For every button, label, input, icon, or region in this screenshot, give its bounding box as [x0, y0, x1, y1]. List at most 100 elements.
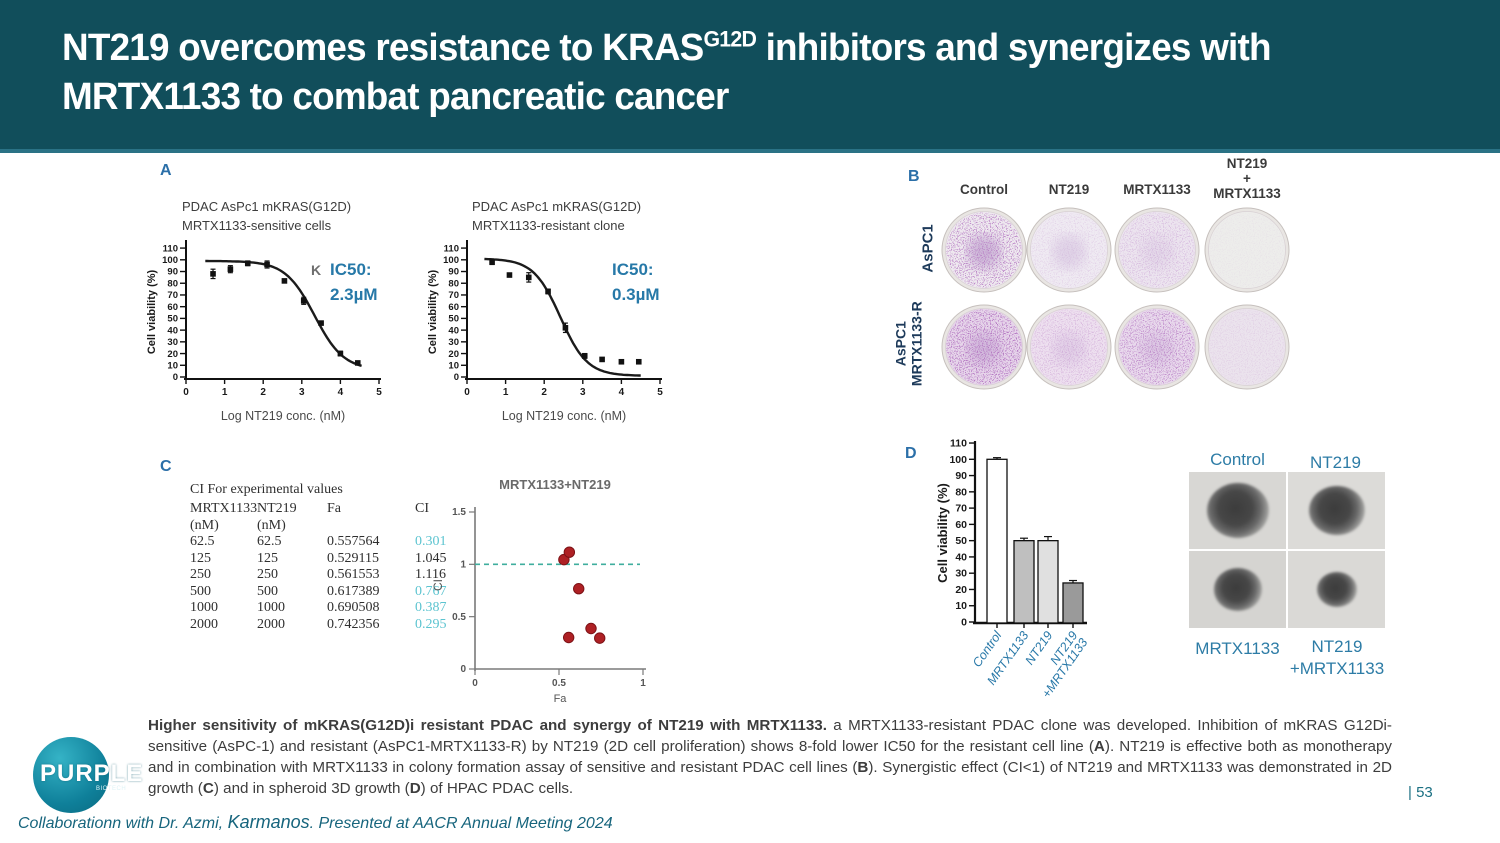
spheroid-blob — [1316, 571, 1357, 608]
svg-text:2: 2 — [541, 387, 547, 398]
svg-text:40: 40 — [448, 325, 459, 336]
dose-chart1-title: PDAC AsPc1 mKRAS(G12D) MRTX1133-sensitive… — [182, 199, 352, 233]
panel-c-label: C — [160, 458, 172, 475]
ci-table-header: MRTX1133 NT219 Fa CI — [190, 501, 429, 516]
svg-text:110: 110 — [444, 243, 459, 254]
svg-text:50: 50 — [955, 535, 967, 547]
svg-text:0.5: 0.5 — [552, 678, 566, 689]
spheroid-blob — [1206, 483, 1269, 538]
svg-text:1: 1 — [640, 678, 646, 689]
svg-text:10: 10 — [448, 360, 459, 371]
colony-row-label-aspc1-r: AsPC1 MRTX1133-R — [892, 301, 924, 387]
svg-text:Log NT219 conc. (nM): Log NT219 conc. (nM) — [221, 409, 345, 423]
spheroid-image — [1189, 472, 1286, 549]
slide-title: NT219 overcomes resistance to KRASG12D i… — [62, 26, 1272, 118]
svg-text:Log NT219 conc. (nM): Log NT219 conc. (nM) — [502, 409, 626, 423]
svg-text:0: 0 — [460, 664, 466, 675]
spheroid-blob — [1213, 568, 1262, 611]
colony-well — [941, 207, 1027, 293]
svg-text:70: 70 — [955, 503, 967, 515]
ci-scatter-chart: 0 0.5 1 1.5 0 0.5 1 Fa — [452, 507, 646, 705]
svg-text:20: 20 — [167, 349, 178, 360]
svg-text:30: 30 — [167, 337, 178, 348]
stray-glyph: K — [311, 262, 322, 278]
svg-text:2: 2 — [260, 387, 266, 398]
spheroid-label-mrtx1133: MRTX1133 — [1195, 639, 1280, 658]
svg-text:40: 40 — [955, 551, 967, 563]
svg-text:1.5: 1.5 — [452, 507, 466, 518]
ci-table-row: 62.5 62.5 0.557564 0.301 — [190, 534, 447, 549]
purple-biotech-logo — [33, 737, 109, 813]
svg-text:40: 40 — [167, 325, 178, 336]
colony-well — [1204, 207, 1290, 293]
spheroid-blob — [1308, 485, 1365, 536]
svg-text:60: 60 — [448, 302, 459, 313]
svg-text:100: 100 — [162, 255, 178, 266]
caption-segment: Higher sensitivity of mKRAS(G12D)i resis… — [148, 717, 834, 734]
colony-well — [1114, 207, 1200, 293]
spheroid-label-combo: NT219 +MRTX1133 — [1289, 637, 1385, 679]
spheroid-image — [1189, 551, 1286, 628]
figure-caption: Higher sensitivity of mKRAS(G12D)i resis… — [148, 716, 1392, 800]
svg-text:Fa: Fa — [554, 693, 568, 705]
caption-segment: a MRTX1133-resistant PDAC clone was deve… — [148, 717, 1392, 755]
ci-table: CI For experimental values MRTX1133 NT219 F… — [190, 482, 470, 633]
svg-text:90: 90 — [167, 267, 178, 278]
svg-text:0: 0 — [173, 372, 178, 383]
logo-subtext: BIOTECH — [96, 786, 127, 792]
svg-text:4: 4 — [338, 387, 344, 398]
footer-karmanos: Karmanos — [227, 812, 310, 832]
caption-segment: B — [857, 758, 869, 776]
svg-text:70: 70 — [448, 290, 459, 301]
spheroid-image — [1288, 472, 1385, 549]
colony-well — [1026, 304, 1112, 390]
panel-d-label: D — [905, 445, 917, 462]
caption-segment: ) of HPAC PDAC cells. — [420, 779, 574, 797]
svg-text:10: 10 — [955, 600, 967, 612]
dose-chart2-title: PDAC AsPc1 mKRAS(G12D) MRTX1133-resistant… — [472, 199, 642, 233]
svg-text:0: 0 — [454, 372, 459, 383]
svg-text:5: 5 — [657, 387, 663, 398]
svg-text:110: 110 — [163, 243, 178, 254]
svg-text:60: 60 — [955, 519, 967, 531]
svg-text:80: 80 — [448, 278, 459, 289]
ic50-resistant: IC50: 0.3µM — [612, 260, 660, 304]
colony-well — [941, 304, 1027, 390]
svg-text:70: 70 — [167, 290, 178, 301]
colony-col-header-control: Control — [960, 182, 1008, 197]
svg-text:5: 5 — [376, 387, 382, 398]
svg-text:3: 3 — [299, 387, 305, 398]
panel-b-label: B — [908, 168, 920, 185]
ci-table-row: 250 250 0.561553 1.116 — [190, 567, 446, 582]
svg-text:80: 80 — [955, 486, 967, 498]
spheroid-label-control: Control — [1210, 450, 1265, 469]
ci-table-subheader: (nM) (nM) — [190, 517, 286, 533]
svg-text:90: 90 — [955, 470, 967, 482]
colony-well — [1204, 304, 1290, 390]
colony-col-header-mrtx1133: MRTX1133 — [1123, 182, 1191, 197]
svg-text:30: 30 — [955, 568, 967, 580]
ci-table-row: 2000 2000 0.742356 0.295 — [190, 616, 447, 632]
svg-text:4: 4 — [619, 387, 625, 398]
svg-text:1: 1 — [460, 560, 466, 571]
svg-text:20: 20 — [955, 584, 967, 596]
page-number: | 53 — [1408, 784, 1433, 801]
caption-segment: A — [1093, 737, 1105, 755]
svg-text:30: 30 — [448, 337, 459, 348]
ci-table-row: 1000 1000 0.690508 0.387 — [190, 600, 447, 615]
svg-text:80: 80 — [167, 278, 178, 289]
spheroid-label-nt219: NT219 — [1309, 453, 1362, 472]
caption-segment: ) and in spheroid 3D growth ( — [213, 779, 410, 797]
ci-table-row: 500 500 0.617389 0.767 — [190, 583, 447, 599]
svg-text:0: 0 — [183, 387, 189, 398]
svg-text:50: 50 — [167, 314, 178, 325]
svg-text:0.5: 0.5 — [452, 612, 466, 623]
svg-text:1: 1 — [222, 387, 228, 398]
svg-text:100: 100 — [949, 454, 967, 466]
svg-text:110: 110 — [950, 438, 967, 450]
colony-col-header-nt219: NT219 — [1048, 182, 1090, 197]
svg-text:0: 0 — [464, 387, 470, 398]
